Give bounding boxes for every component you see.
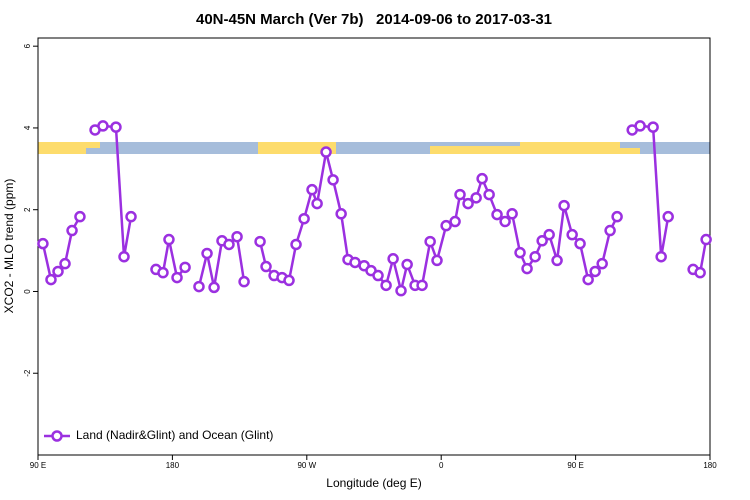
point [311,197,323,210]
land-band [430,146,520,154]
point [611,210,623,223]
chart-title: 40N-45N March (Ver 7b) 2014-09-06 to 201… [196,11,552,28]
y-tick-label: 6 [23,43,32,48]
point [431,254,443,267]
point [596,257,608,270]
point [506,208,518,220]
point [201,247,213,260]
land-band [38,142,86,154]
plot-frame [37,37,711,456]
point [387,253,399,265]
point [454,188,466,201]
point [372,269,384,282]
point [298,212,310,225]
point [424,235,436,248]
point [179,261,191,274]
y-tick-label: 0 [23,289,32,294]
point [395,284,407,297]
point [125,210,137,223]
land-band [620,148,640,154]
point [37,237,49,250]
point [483,188,495,201]
point [514,246,526,259]
point [193,280,205,293]
point [223,238,235,251]
x-tick-label: 0 [439,461,444,470]
point [254,235,266,248]
point [45,273,57,286]
point [543,228,555,241]
point [66,224,78,237]
point [290,238,302,251]
point [558,199,570,212]
point [238,275,250,288]
x-tick-label: 180 [703,461,717,470]
point [476,172,488,185]
point [694,266,706,279]
point [551,254,563,267]
point [327,174,339,186]
land-band [258,142,336,154]
point [231,230,243,243]
point [449,215,461,228]
y-tick-label: 2 [23,207,32,212]
point [416,279,428,292]
point [700,233,712,246]
point [647,121,659,133]
point [589,265,601,278]
land-ocean-band [38,142,710,154]
land-band [520,142,620,154]
point [306,183,318,196]
point [110,121,122,133]
point [52,265,64,278]
point [574,237,586,250]
point [283,274,295,287]
point [208,281,220,294]
x-axis-label: Longitude (deg E) [326,476,421,490]
point [320,146,332,158]
point [604,224,616,237]
point [74,210,86,223]
point [470,192,482,204]
point [521,262,533,275]
land-band [86,142,100,148]
point [380,279,392,292]
x-tick-label: 90 W [297,461,316,470]
legend-marker [51,430,63,442]
point [566,228,578,241]
legend-label: Land (Nadir&Glint) and Ocean (Glint) [76,428,273,442]
point [260,260,272,273]
x-tick-label: 90 E [567,461,583,470]
point [349,256,361,269]
x-tick-label: 180 [166,461,180,470]
point [171,271,183,284]
x-tick-label: 90 E [30,461,46,470]
point [536,235,548,247]
point [97,120,109,132]
point [634,120,646,132]
point [157,266,169,279]
point [582,273,594,286]
point [499,215,511,228]
y-tick-label: 4 [23,125,32,130]
point [59,257,71,270]
point [655,250,667,263]
point [662,210,674,223]
point [335,208,347,220]
point [462,197,474,210]
point [118,250,130,263]
y-tick-label: -2 [23,369,32,377]
y-axis-label: XCO2 - MLO trend (ppm) [2,179,16,314]
point [163,233,175,246]
point [491,208,503,221]
point [440,219,452,232]
point [529,250,541,263]
point [401,258,413,271]
